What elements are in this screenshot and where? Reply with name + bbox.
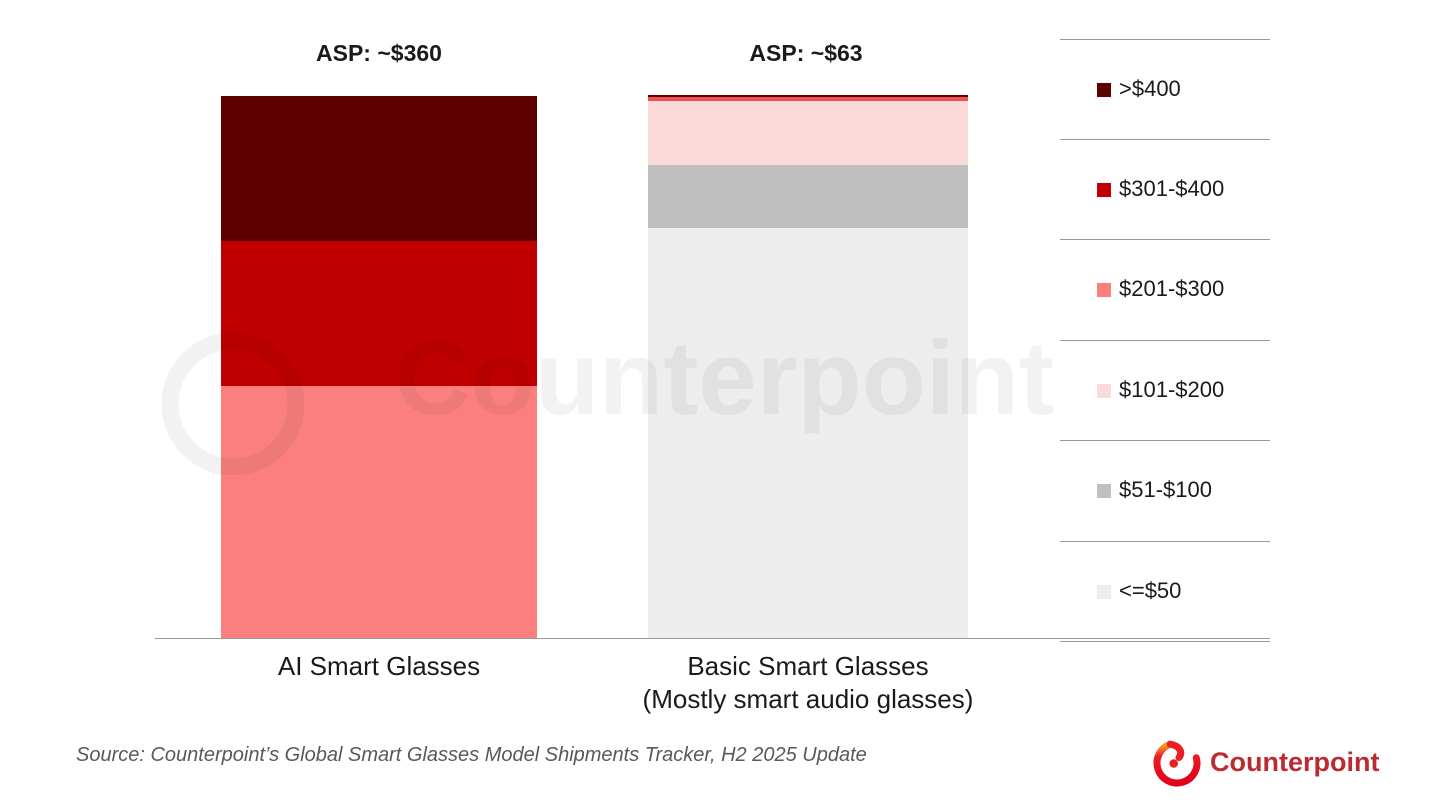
svg-text:Counterpoint: Counterpoint xyxy=(395,320,1054,433)
svg-text:Counterpoint: Counterpoint xyxy=(1210,747,1379,777)
